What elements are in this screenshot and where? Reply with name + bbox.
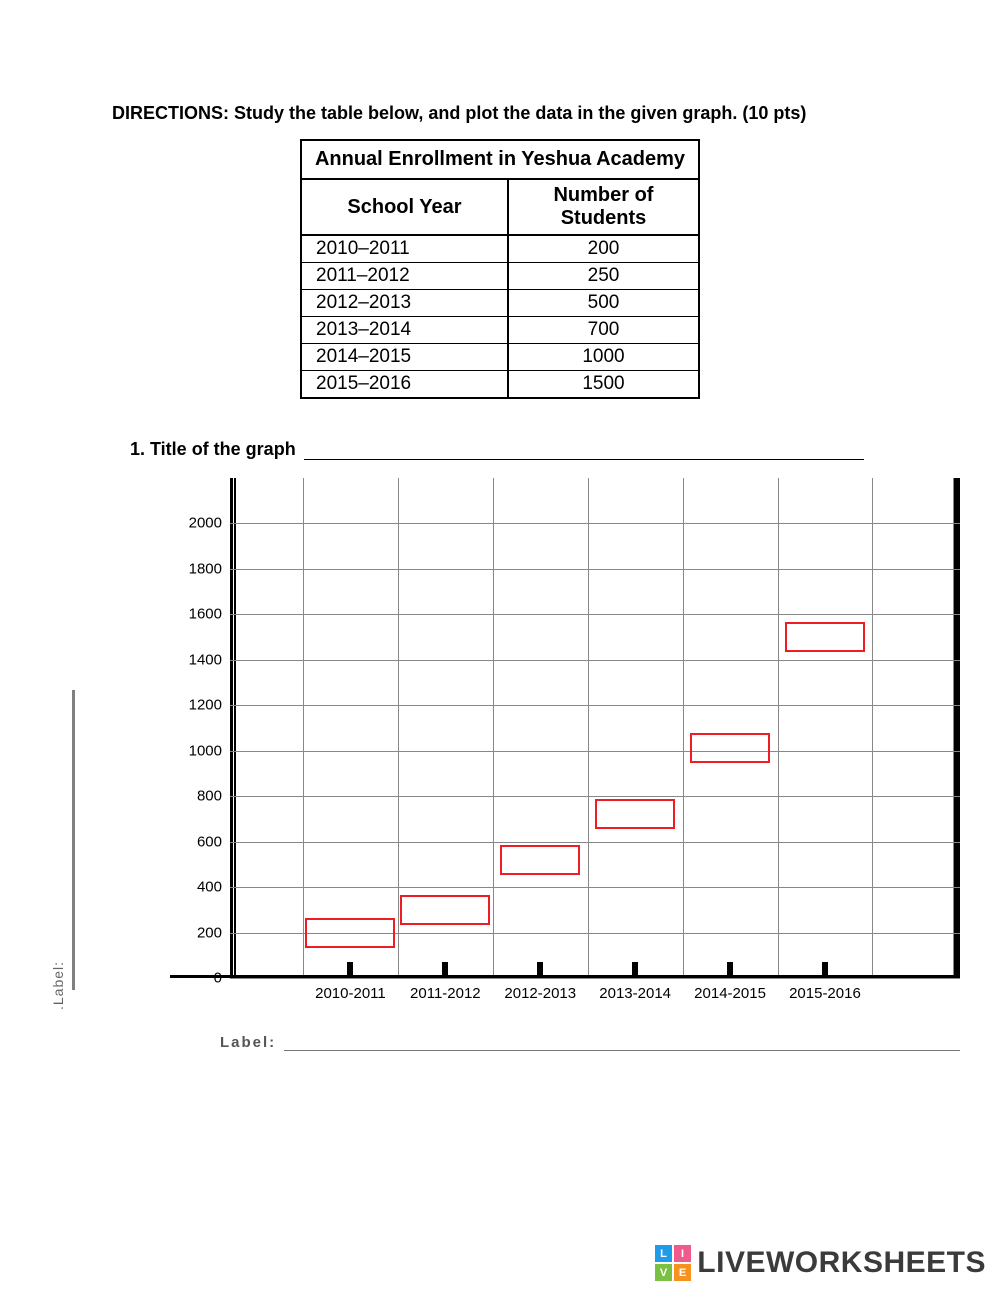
x-tick-label: 2011-2012	[410, 985, 481, 1002]
x-tick-bar	[727, 962, 733, 978]
table-row: 2015–20161500	[301, 371, 699, 399]
x-axis-label-blank[interactable]	[284, 1037, 960, 1051]
x-tick-bar	[537, 962, 543, 978]
watermark-logo-icon: L I V E	[655, 1245, 691, 1281]
answer-box[interactable]	[785, 622, 865, 652]
directions-text: DIRECTIONS: Study the table below, and p…	[112, 100, 940, 127]
gridline-v	[683, 478, 684, 975]
x-tick-label: 2012-2013	[504, 985, 576, 1002]
x-tick-label: 2013-2014	[599, 985, 671, 1002]
y-tick-label: 200	[172, 924, 222, 941]
chart-area: 0 200 400 600 800 1000 1200 1400 1600 1800 2000 201…	[170, 478, 960, 1051]
table-row: 2014–20151000	[301, 344, 699, 371]
gridline-v	[778, 478, 779, 975]
gridline-v	[398, 478, 399, 975]
gridline-h	[230, 796, 960, 797]
gridline-h	[230, 842, 960, 843]
x-tick-bar	[347, 962, 353, 978]
question-1-text: 1. Title of the graph	[130, 439, 296, 460]
table-row: 2012–2013500	[301, 290, 699, 317]
gridline-h	[230, 751, 960, 752]
gridline-h	[230, 705, 960, 706]
x-axis-label-text: Label:	[220, 1034, 276, 1051]
y-tick-label: 1800	[172, 560, 222, 577]
x-tick-bar	[442, 962, 448, 978]
watermark-text: LIVEWORKSHEETS	[697, 1246, 986, 1280]
gridline-h	[230, 887, 960, 888]
x-tick-label: 2010-2011	[315, 985, 386, 1002]
y-tick-label: 1200	[172, 697, 222, 714]
gridline-h	[230, 614, 960, 615]
gridline-h	[230, 523, 960, 524]
y-tick-label: 0	[172, 970, 222, 987]
right-edge-bar	[954, 478, 960, 975]
y-tick-label: 800	[172, 788, 222, 805]
answer-box[interactable]	[400, 895, 490, 925]
y-axis-bar	[230, 478, 236, 975]
y-axis-label-bar	[72, 690, 75, 990]
gridline-h	[230, 978, 960, 979]
table-row: 2011–2012250	[301, 263, 699, 290]
gridline-h	[230, 569, 960, 570]
gridline-v	[493, 478, 494, 975]
question-1: 1. Title of the graph	[130, 439, 940, 460]
chart-grid: 0200400600800100012001400160018002000201…	[170, 478, 960, 978]
title-blank-line[interactable]	[304, 442, 864, 460]
y-axis-label-text: .Label:	[50, 961, 66, 1010]
x-tick-bar	[822, 962, 828, 978]
y-tick-label: 400	[172, 879, 222, 896]
gridline-v	[588, 478, 589, 975]
y-tick-label: 600	[172, 833, 222, 850]
gridline-v	[303, 478, 304, 975]
y-tick-label: 2000	[172, 515, 222, 532]
answer-box[interactable]	[305, 918, 395, 948]
table-title: Annual Enrollment in Yeshua Academy	[301, 140, 699, 179]
gridline-v	[872, 478, 873, 975]
answer-box[interactable]	[595, 799, 675, 829]
gridline-h	[230, 660, 960, 661]
enrollment-table: Annual Enrollment in Yeshua Academy Scho…	[300, 139, 700, 399]
answer-box[interactable]	[690, 733, 770, 763]
watermark: L I V E LIVEWORKSHEETS	[655, 1245, 986, 1281]
x-tick-label: 2014-2015	[694, 985, 766, 1002]
table-row: 2010–2011200	[301, 235, 699, 263]
gridline-v	[953, 478, 954, 975]
table-row: 2013–2014700	[301, 317, 699, 344]
y-tick-label: 1600	[172, 606, 222, 623]
x-axis-label-row: Label:	[220, 1034, 960, 1051]
y-tick-label: 1400	[172, 651, 222, 668]
x-tick-bar	[632, 962, 638, 978]
table-header-year: School Year	[301, 179, 508, 235]
answer-box[interactable]	[500, 845, 580, 875]
table-header-students: Number of Students	[508, 179, 699, 235]
y-tick-label: 1000	[172, 742, 222, 759]
x-tick-label: 2015-2016	[789, 985, 861, 1002]
